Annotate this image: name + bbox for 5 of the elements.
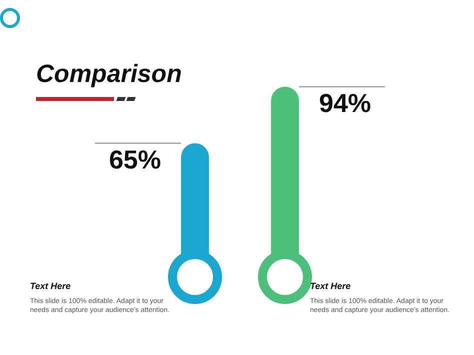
data-label: 94% [319, 88, 372, 118]
chart-title: Comparison [36, 60, 182, 89]
text: Text Here [310, 281, 352, 291]
text: Text Here [30, 281, 72, 291]
data-label: 65% [108, 144, 161, 174]
